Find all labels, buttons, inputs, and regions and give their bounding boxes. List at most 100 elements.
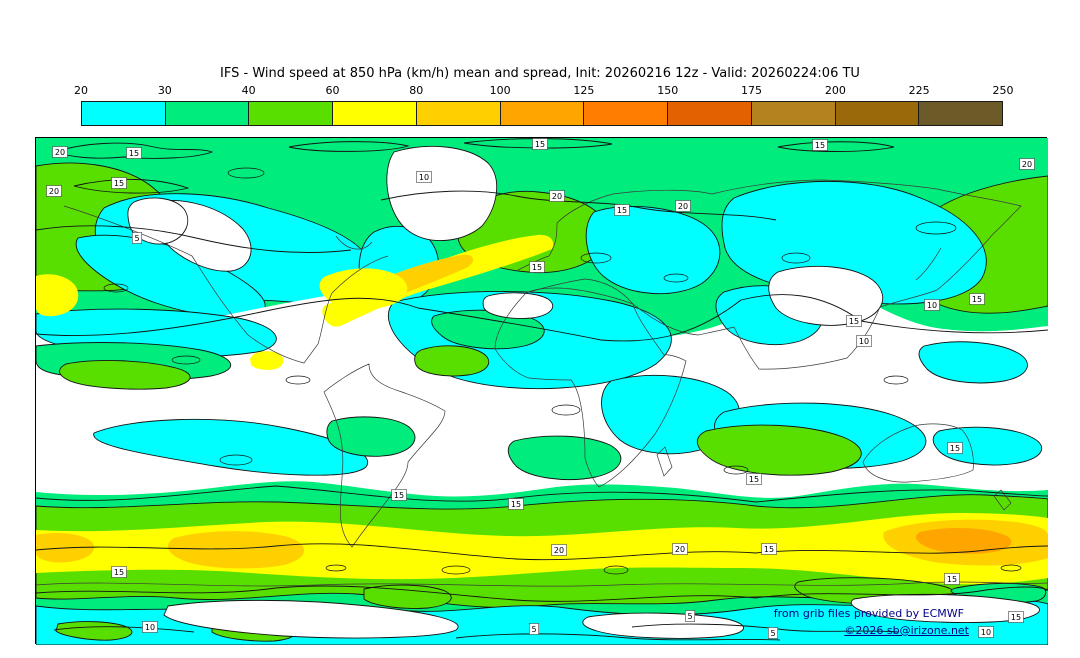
contour-label: 15 [617, 206, 627, 215]
contour-label-box [1008, 611, 1024, 623]
map-region [441, 565, 471, 575]
map-region [915, 528, 1012, 554]
contour-label-box [969, 293, 985, 305]
coastline [862, 423, 974, 483]
contour-label-box [1019, 158, 1035, 170]
world-map-svg: 20 15 15 20 5 15 10 20 15 20 15 15 20 15 10 15 10 15 15 15 1… [36, 138, 1048, 645]
contour-label: 15 [950, 444, 960, 453]
coastline-layer [36, 179, 1048, 587]
map-region [455, 633, 781, 641]
map-region [167, 531, 305, 569]
map-region [36, 543, 1048, 561]
map-region [93, 418, 369, 476]
map-region [582, 612, 745, 639]
colorbar-segment [834, 102, 919, 125]
spread-contour-layer [36, 138, 1048, 641]
colorbar-tick: 125 [573, 84, 595, 97]
contour-label: 20 [678, 202, 688, 211]
contour-label: 15 [815, 141, 825, 150]
contour-label: 10 [145, 623, 155, 632]
contour-label-box [947, 442, 963, 454]
map-region [463, 138, 613, 149]
map-region [288, 141, 410, 152]
contour-label-box [142, 621, 158, 633]
colorbar-segment [667, 102, 751, 125]
contour-label-box [46, 185, 62, 197]
contour-label: 15 [947, 575, 957, 584]
colorbar-tick: 200 [824, 84, 846, 97]
colorbar-tick: 225 [908, 84, 930, 97]
coastline [494, 287, 687, 488]
map-region [326, 416, 416, 457]
map-region [580, 252, 612, 264]
map-region [171, 355, 201, 365]
map-region [380, 190, 777, 221]
colorbar-segment [750, 102, 835, 125]
colorbar-segment [415, 102, 500, 125]
contour-label-box [944, 573, 960, 585]
coastline [517, 193, 634, 305]
contour-label: 15 [129, 149, 139, 158]
contour-label: 15 [394, 491, 404, 500]
contour-label: 15 [535, 140, 545, 149]
contour-label-box [111, 177, 127, 189]
contour-label-box [529, 261, 545, 273]
contour-label-box [508, 498, 524, 510]
colorbar-tick: 175 [741, 84, 763, 97]
contour-label-box [391, 489, 407, 501]
page-title: IFS - Wind speed at 850 hPa (km/h) mean … [220, 66, 860, 81]
contour-label: 20 [554, 546, 564, 555]
map-region [163, 599, 459, 639]
map-region [36, 485, 1048, 503]
map-region [36, 274, 79, 317]
map-region [36, 585, 1048, 602]
contour-label: 15 [1011, 613, 1021, 622]
coastline [335, 235, 373, 250]
map-region [932, 426, 1043, 466]
contour-label-box [111, 566, 127, 578]
coastline [993, 489, 1012, 511]
map-region [59, 360, 191, 390]
map-region [219, 454, 253, 466]
contour-label-box [768, 627, 778, 639]
contour-label-box [685, 610, 695, 622]
attribution-link[interactable]: ©2026 sb@irizone.net [844, 624, 969, 637]
map-region [55, 621, 133, 641]
colorbar-tick: 80 [409, 84, 424, 97]
colorbar-segment [164, 102, 249, 125]
colorbar-segment [82, 102, 165, 125]
contour-label-box [675, 200, 691, 212]
contour-label-box [672, 543, 688, 555]
map-region [1000, 564, 1022, 572]
contour-label: 10 [419, 173, 429, 182]
map-region [325, 564, 347, 572]
map-region [603, 565, 629, 575]
map-region [319, 268, 408, 310]
colorbar [81, 101, 1003, 126]
contour-label-box [746, 473, 762, 485]
contour-label: 5 [531, 625, 536, 634]
map-region [54, 142, 214, 159]
contour-label: 10 [981, 628, 991, 637]
map-region [507, 435, 622, 480]
colorbar-segment [332, 102, 416, 125]
coastline [323, 363, 446, 548]
contour-label: 10 [859, 337, 869, 346]
map-region [663, 273, 689, 283]
contour-label: 20 [55, 148, 65, 157]
map-region [127, 197, 189, 245]
map-region [386, 145, 498, 241]
contour-label-box [978, 626, 994, 638]
coastline [632, 289, 938, 370]
colorbar-segment [918, 102, 1003, 125]
colorbar-segment [499, 102, 584, 125]
contour-label-box [761, 543, 777, 555]
map-region [918, 341, 1028, 384]
contour-label-box [856, 335, 872, 347]
contour-label: 15 [114, 179, 124, 188]
coastline [656, 446, 673, 477]
map-region [250, 351, 284, 370]
map-region [36, 225, 352, 253]
contour-label-box [812, 139, 828, 151]
map-region [551, 404, 581, 416]
